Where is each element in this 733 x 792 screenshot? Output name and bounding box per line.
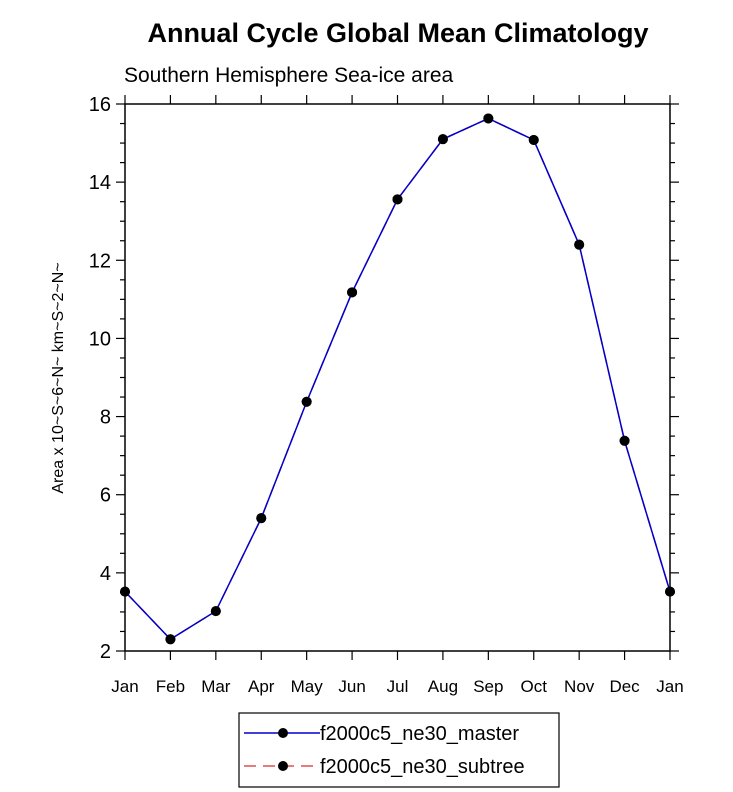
y-axis-label: Area x 10~S~6~N~ km~S~2~N~ — [50, 262, 67, 493]
x-tick-label: Oct — [521, 677, 548, 696]
y-tick-label: 8 — [100, 407, 111, 429]
legend-label-subtree: f2000c5_ne30_subtree — [320, 756, 525, 778]
legend-label-master: f2000c5_ne30_master — [320, 723, 519, 745]
x-tick-label: May — [291, 677, 324, 696]
x-tick-label: Nov — [564, 677, 595, 696]
x-tick-label: Dec — [609, 677, 640, 696]
data-point — [256, 513, 267, 524]
chart-subtitle: Southern Hemisphere Sea-ice area — [124, 64, 454, 87]
plot-series — [120, 113, 675, 645]
legend-marker-subtree — [278, 761, 288, 771]
data-point — [392, 194, 403, 205]
x-tick-label: Jan — [111, 677, 138, 696]
x-tick-label: Aug — [428, 677, 458, 696]
data-point — [301, 396, 312, 407]
data-point — [437, 134, 448, 145]
chart-title: Annual Cycle Global Mean Climatology — [147, 18, 648, 48]
data-point — [165, 634, 176, 645]
data-point — [347, 287, 358, 298]
data-point — [483, 113, 494, 124]
y-tick-label: 4 — [100, 563, 111, 585]
x-tick-label: Jan — [656, 677, 683, 696]
axis-ticks — [116, 95, 679, 660]
x-tick-label: Feb — [156, 677, 185, 696]
tick-labels: 2 4 6 8 10 12 14 16 Jan Feb Mar Apr May Jun Jul Aug Sep O… — [89, 94, 684, 696]
y-tick-label: 6 — [100, 485, 111, 507]
x-tick-label: Jun — [338, 677, 365, 696]
x-tick-label: Sep — [473, 677, 503, 696]
x-tick-label: Mar — [201, 677, 231, 696]
y-tick-label: 12 — [89, 250, 111, 272]
data-point — [210, 606, 221, 617]
legend-marker-master — [278, 728, 288, 738]
legend: f2000c5_ne30_master f2000c5_ne30_subtree — [238, 712, 560, 788]
y-tick-label: 2 — [100, 641, 111, 663]
data-point — [619, 435, 630, 446]
y-tick-label: 16 — [89, 94, 111, 116]
legend-box — [238, 712, 560, 788]
plot-frame — [124, 103, 671, 652]
x-tick-label: Jul — [387, 677, 409, 696]
y-tick-label: 10 — [89, 328, 111, 350]
data-point — [574, 239, 585, 250]
y-tick-label: 14 — [89, 172, 111, 194]
x-tick-label: Apr — [248, 677, 275, 696]
data-point — [528, 134, 539, 145]
